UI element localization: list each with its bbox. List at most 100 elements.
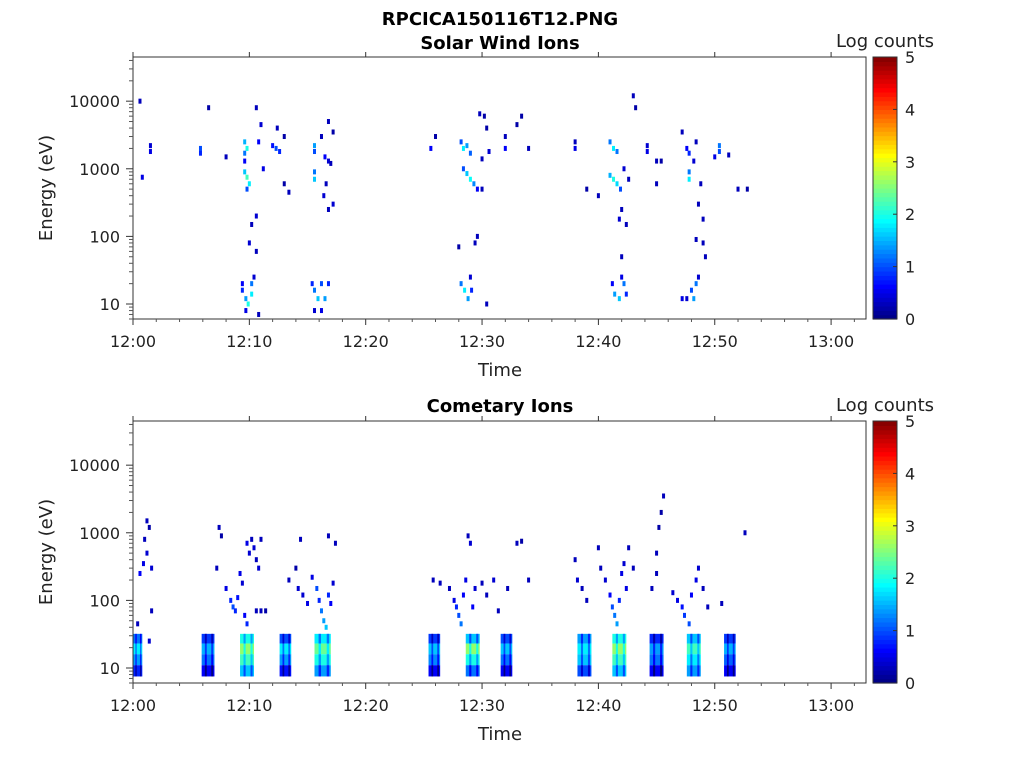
x-tick-label: 12:20 <box>343 696 389 715</box>
heatmap-band-cell <box>326 654 330 666</box>
heatmap-band-cell <box>503 633 506 644</box>
colorbar-segment <box>873 538 897 544</box>
heatmap-cell <box>136 621 140 627</box>
colorbar-segment <box>873 678 897 684</box>
heatmap-cell <box>243 169 247 175</box>
heatmap-cell <box>620 274 624 280</box>
heatmap-cell <box>250 291 254 297</box>
heatmap-band-cell <box>431 633 434 644</box>
heatmap-cell <box>473 585 477 591</box>
heatmap-band-cell <box>204 654 207 666</box>
heatmap-cell <box>468 150 472 156</box>
heatmap-cell <box>612 145 616 151</box>
heatmap-band-cell <box>724 633 736 644</box>
heatmap-cell <box>326 206 330 212</box>
colorbar-tick-label: 4 <box>905 464 915 483</box>
heatmap-band-cell <box>615 665 618 677</box>
heatmap-cell <box>696 201 700 207</box>
heatmap-cell <box>329 600 333 606</box>
heatmap-band-cell <box>686 643 701 655</box>
heatmap-cell <box>257 311 261 317</box>
heatmap-cell <box>596 193 600 199</box>
heatmap-cell <box>313 308 317 314</box>
colorbar-tick-label: 3 <box>905 153 915 172</box>
heatmap-band-cell <box>211 665 214 677</box>
heatmap-band-cell <box>288 665 291 677</box>
colorbar-segment <box>873 166 897 172</box>
heatmap-cell <box>520 113 524 119</box>
colorbar-segment <box>873 543 897 549</box>
heatmap-cell <box>326 158 330 164</box>
heatmap-cell <box>140 174 144 180</box>
colorbar-segment <box>873 495 897 501</box>
heatmap-cell <box>454 604 458 610</box>
heatmap-cell <box>689 287 693 293</box>
figure-title: RPCICA150116T12.PNG <box>382 9 618 30</box>
heatmap-cell <box>657 524 661 530</box>
heatmap-band-cell <box>211 643 214 655</box>
heatmap-cell <box>310 281 314 287</box>
heatmap-cell <box>257 139 261 145</box>
heatmap-band-cell <box>612 665 627 677</box>
y-tick-label: 1000 <box>79 524 120 543</box>
heatmap-cell <box>612 176 616 182</box>
heatmap-cell <box>472 181 476 187</box>
colorbar-frame <box>872 420 898 684</box>
colorbar-segment <box>873 222 897 228</box>
heatmap-band-cell <box>314 633 331 644</box>
heatmap-band-cell <box>240 654 255 666</box>
colorbar-segment <box>873 61 897 67</box>
colorbar-segment <box>873 656 897 662</box>
y-axis-label: Energy (eV) <box>36 499 57 605</box>
heatmap-band-cell <box>580 654 584 666</box>
heatmap-cell <box>615 149 619 155</box>
heatmap-band-cell <box>690 633 693 644</box>
colorbar-segment <box>873 262 897 268</box>
heatmap-cell <box>278 149 282 155</box>
heatmap-band-cell <box>469 665 472 677</box>
y-tick-label: 10000 <box>69 456 120 475</box>
heatmap-band-cell <box>437 643 439 655</box>
heatmap-cell <box>459 621 463 627</box>
x-tick-label: 12:20 <box>343 332 389 351</box>
colorbar-segment <box>873 83 897 89</box>
heatmap-cell <box>515 540 519 546</box>
heatmap-cell <box>141 561 145 567</box>
heatmap-cell <box>254 213 258 219</box>
heatmap-cell <box>617 296 621 302</box>
colorbar-segment <box>873 275 897 281</box>
x-tick-label: 12:40 <box>575 696 621 715</box>
heatmap-band-cell <box>279 643 292 655</box>
heatmap-band-cell <box>580 633 584 644</box>
y-tick-label: 100 <box>89 591 120 610</box>
heatmap-cell <box>696 565 700 571</box>
heatmap-cell <box>245 540 249 546</box>
heatmap-cell <box>271 143 275 149</box>
heatmap-cell <box>461 166 465 172</box>
heatmap-cell <box>250 281 254 287</box>
heatmap-cell <box>247 550 251 556</box>
heatmap-band-cell <box>314 665 331 677</box>
heatmap-band-cell <box>288 643 291 655</box>
heatmap-cell <box>680 604 684 610</box>
colorbar-segment <box>873 170 897 176</box>
heatmap-band-cell <box>509 643 512 655</box>
heatmap-band-cell <box>243 633 246 644</box>
colorbar-segment <box>873 582 897 588</box>
heatmap-band-cell <box>133 654 143 666</box>
heatmap-cell <box>659 158 663 164</box>
heatmap-band-cell <box>201 643 215 655</box>
heatmap-band-cell <box>282 633 285 644</box>
heatmap-cell <box>244 308 248 314</box>
heatmap-cell <box>627 176 631 182</box>
heatmap-cell <box>687 621 691 627</box>
colorbar-segment <box>873 621 897 627</box>
heatmap-cell <box>148 149 152 155</box>
heatmap-cell <box>613 291 617 297</box>
colorbar-segment <box>873 464 897 470</box>
heatmap-cell <box>743 530 747 536</box>
heatmap-cell <box>655 550 659 556</box>
heatmap-cell <box>224 585 228 591</box>
heatmap-band-cell <box>732 643 735 655</box>
heatmap-cell <box>138 98 142 104</box>
